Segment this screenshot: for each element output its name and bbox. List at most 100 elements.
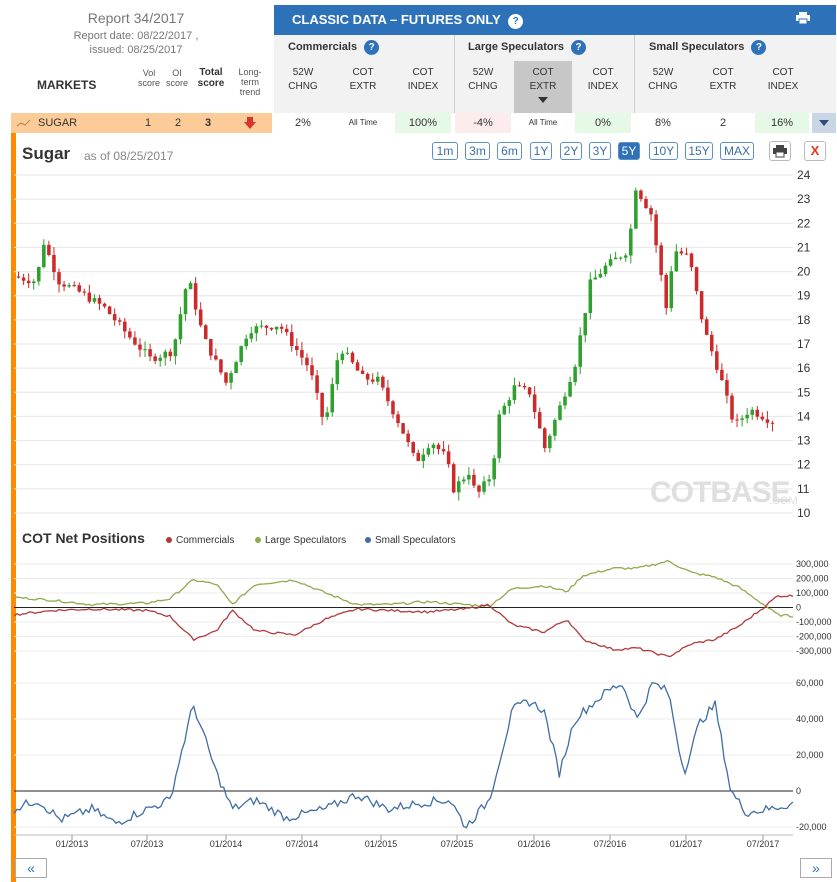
cot-tick-label: 40,000 [796,714,824,724]
candle-body [492,458,496,480]
candle-body [456,481,461,493]
price-tick-label: 17 [797,337,811,351]
oi-score-line: score [165,78,188,88]
column-header[interactable]: COT EXTR [694,61,752,113]
total-score-line: Total [199,67,223,78]
total-score-line: score [197,78,225,89]
comm-cot-extreme: All Time [348,118,378,127]
candle-body [664,274,668,309]
timeframe-3y-button[interactable]: 3Y [589,142,611,160]
trend-line: term [241,77,259,87]
timeframe-1m-button[interactable]: 1m [432,142,458,160]
candle-body [391,401,395,415]
candle-body [674,251,679,272]
price-tick-label: 23 [797,192,811,206]
expand-row-button[interactable] [812,113,836,133]
timeframe-6m-button[interactable]: 6m [497,142,522,160]
column-header-line: 52W [652,67,674,78]
column-header[interactable]: 52W CHNG [634,61,692,113]
timeframe-15y-button[interactable]: 15Y [685,142,713,160]
price-tick-label: 24 [797,168,811,182]
candle-body [613,257,618,260]
market-name[interactable]: SUGAR [38,117,78,129]
cot-chart[interactable]: 300,000 200,000 100,000 0 -100,000 -200,000 -3… [0,550,837,855]
vol-score-line: Vol [142,68,156,78]
next-page-button[interactable]: » [800,858,832,878]
candle-body [406,433,410,443]
trend-line: trend [239,87,261,97]
candle-body [117,320,122,322]
candle-body [133,337,137,345]
previous-page-button[interactable]: « [15,858,47,878]
price-chart[interactable]: 24 23 22 21 20 19 18 17 16 15 14 13 12 11 10 [0,165,837,525]
candle-body [52,254,56,273]
sugar-row[interactable] [11,113,272,133]
candle-body [209,339,213,356]
candle-body [198,309,203,326]
column-header[interactable]: 52W CHNG [454,61,512,113]
close-chart-button[interactable]: X [804,141,826,161]
help-icon[interactable]: ? [508,14,524,29]
candle-body [720,369,724,381]
candle-body [26,280,31,284]
help-icon[interactable]: ? [571,40,587,55]
print-chart-button[interactable] [769,141,791,161]
legend-commercials[interactable]: Commercials [166,535,234,546]
timeframe-5y-button[interactable]: 5Y [618,142,640,160]
candle-body [360,370,365,374]
candle-body [300,350,304,358]
column-header[interactable]: COT INDEX [754,61,812,113]
help-icon[interactable]: ? [751,40,767,55]
candle-body [502,405,507,415]
candle-body [416,452,421,462]
price-tick-label: 21 [797,240,811,254]
help-icon[interactable]: ? [364,40,380,55]
timeframe-max-button[interactable]: MAX [720,142,754,160]
candle-body [598,273,603,278]
timeframe-3m-button[interactable]: 3m [465,142,490,160]
classic-data-label: CLASSIC DATA – FUTURES ONLY [292,12,501,27]
candle-body [67,285,71,287]
candle-body [563,396,567,406]
watermark-suffix: .COM [769,495,798,507]
classic-data-header [274,5,836,35]
oi-score-header[interactable]: OI score [165,68,189,88]
candle-body [289,332,294,347]
candle-body [158,357,162,361]
candle-body [370,379,375,382]
timeframe-10y-button[interactable]: 10Y [649,142,678,160]
oi-score: 2 [174,117,182,129]
timeframe-1y-button[interactable]: 1Y [530,142,552,160]
timeframe-2y-button[interactable]: 2Y [560,142,582,160]
legend-large-speculators[interactable]: Large Speculators [255,535,346,546]
print-icon[interactable] [796,12,810,24]
candle-body [537,412,542,429]
trend-header[interactable]: Long- term trend [234,67,266,97]
vol-score-header[interactable]: Vol score [138,68,160,88]
column-header[interactable]: COT INDEX [574,61,632,113]
candle-body [740,418,744,420]
candle-body [634,190,638,229]
column-header[interactable]: COT INDEX [394,61,452,113]
column-header[interactable]: 52W CHNG [274,61,332,113]
candle-body [553,419,557,436]
candle-body [654,214,658,246]
legend-small-speculators[interactable]: Small Speculators [365,535,456,546]
candle-body [467,474,471,480]
candle-body [249,333,254,339]
column-header[interactable]: COT EXTR [514,61,572,113]
column-header-line: EXTR [529,81,557,92]
candle-body [92,298,97,302]
candle-body [36,267,41,282]
x-tick-label: 07/2014 [286,839,319,849]
candle-body [603,265,608,274]
candle-body [325,412,329,417]
candle-body [295,346,299,351]
column-header-line: 52W [472,67,494,78]
vol-score: 1 [144,117,152,129]
trend-down-arrow-icon [244,117,256,129]
price-tick-label: 13 [797,434,811,448]
candle-body [183,289,188,315]
total-score-header[interactable]: Total score [195,67,227,89]
column-header[interactable]: COT EXTR [334,61,392,113]
